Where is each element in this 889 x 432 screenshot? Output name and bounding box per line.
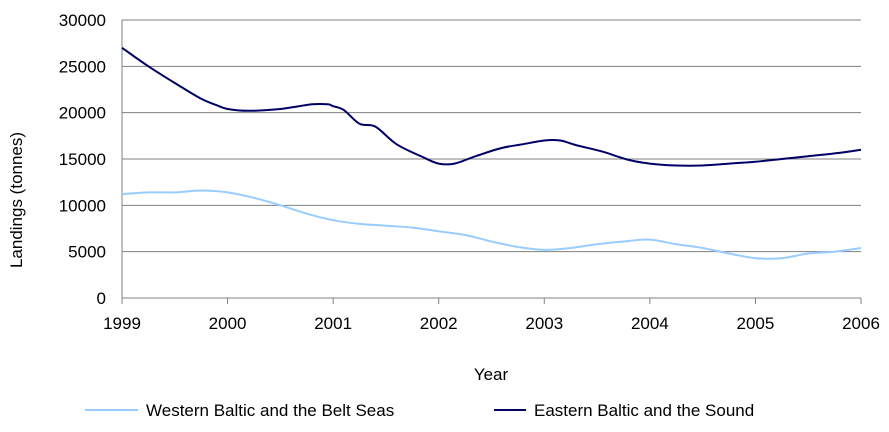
y-tick-label: 20000 bbox=[59, 104, 106, 123]
x-axis-title: Year bbox=[474, 365, 509, 384]
series-lines bbox=[121, 46, 862, 260]
y-tick-label: 25000 bbox=[59, 57, 106, 76]
series-line-1 bbox=[121, 189, 862, 260]
x-tick-label: 2001 bbox=[314, 314, 352, 333]
x-tick-label: 2004 bbox=[631, 314, 669, 333]
x-tick-label: 2005 bbox=[737, 314, 775, 333]
axes bbox=[121, 20, 862, 304]
gridlines bbox=[122, 19, 861, 253]
y-tick-label: 15000 bbox=[59, 150, 106, 169]
y-tick-label: 5000 bbox=[68, 243, 106, 262]
x-axis-tick-labels: 1999 2000 2001 2002 2003 2004 2005 2006 bbox=[103, 314, 880, 333]
legend-label: Western Baltic and the Belt Seas bbox=[146, 401, 394, 420]
x-tick-label: 2003 bbox=[525, 314, 563, 333]
x-tick-label: 2002 bbox=[420, 314, 458, 333]
series-line-2 bbox=[121, 46, 862, 167]
y-tick-label: 30000 bbox=[59, 11, 106, 30]
x-tick-label: 2000 bbox=[209, 314, 247, 333]
y-axis-title: Landings (tonnes) bbox=[7, 132, 26, 268]
x-tick-label: 1999 bbox=[103, 314, 141, 333]
legend: Western Baltic and the Belt Seas Eastern … bbox=[85, 401, 754, 420]
y-axis-tick-labels: 0 5000 10000 15000 20000 25000 30000 bbox=[59, 11, 106, 308]
legend-label: Eastern Baltic and the Sound bbox=[534, 401, 754, 420]
y-tick-label: 10000 bbox=[59, 196, 106, 215]
x-tick-label: 2006 bbox=[842, 314, 880, 333]
y-tick-label: 0 bbox=[97, 289, 106, 308]
